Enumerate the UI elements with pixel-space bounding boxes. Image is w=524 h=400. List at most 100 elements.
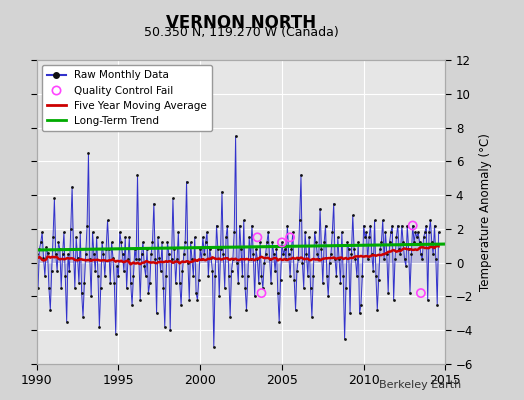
- Point: [244, 273, 252, 279]
- Point: [62, 318, 71, 325]
- Point: [85, 256, 94, 262]
- Point: [182, 178, 191, 185]
- Point: [67, 226, 75, 232]
- Point: [215, 293, 223, 300]
- Point: [433, 302, 441, 308]
- Point: [241, 285, 249, 291]
- Point: [403, 222, 411, 229]
- Point: [176, 280, 184, 286]
- Point: [226, 314, 234, 320]
- Point: [92, 234, 101, 240]
- Point: [369, 268, 377, 274]
- Point: [105, 246, 113, 252]
- Point: [419, 234, 428, 240]
- Point: [293, 268, 301, 274]
- Point: [106, 280, 114, 286]
- Point: [339, 273, 347, 279]
- Text: Berkeley Earth: Berkeley Earth: [379, 380, 461, 390]
- Point: [260, 260, 268, 266]
- Point: [331, 256, 339, 262]
- Point: [303, 273, 312, 279]
- Point: [425, 229, 433, 236]
- Point: [144, 290, 152, 296]
- Point: [302, 251, 311, 258]
- Point: [121, 234, 129, 240]
- Point: [91, 268, 100, 274]
- Point: [68, 184, 77, 190]
- Point: [60, 229, 68, 236]
- Point: [198, 256, 206, 262]
- Point: [305, 234, 313, 240]
- Point: [99, 251, 107, 258]
- Point: [173, 256, 181, 262]
- Point: [418, 256, 427, 262]
- Point: [117, 239, 125, 246]
- Point: [96, 285, 105, 291]
- Point: [391, 256, 399, 262]
- Point: [381, 229, 390, 236]
- Point: [219, 251, 227, 258]
- Point: [211, 273, 220, 279]
- Point: [259, 285, 267, 291]
- Point: [126, 280, 135, 286]
- Point: [132, 256, 140, 262]
- Point: [252, 246, 260, 252]
- Point: [368, 251, 376, 258]
- Point: [159, 285, 168, 291]
- Point: [94, 273, 102, 279]
- Point: [235, 222, 244, 229]
- Point: [193, 297, 202, 303]
- Point: [378, 217, 387, 224]
- Point: [337, 229, 346, 236]
- Point: [257, 290, 266, 296]
- Point: [398, 222, 406, 229]
- Point: [289, 229, 297, 236]
- Point: [154, 234, 162, 240]
- Point: [373, 307, 381, 313]
- Point: [362, 229, 370, 236]
- Point: [392, 234, 400, 240]
- Point: [343, 239, 352, 246]
- Point: [327, 251, 335, 258]
- Point: [82, 251, 90, 258]
- Point: [395, 246, 403, 252]
- Point: [308, 314, 316, 320]
- Point: [39, 254, 48, 261]
- Point: [323, 273, 331, 279]
- Point: [72, 234, 80, 240]
- Point: [267, 280, 275, 286]
- Point: [205, 246, 214, 252]
- Point: [271, 268, 279, 274]
- Point: [57, 285, 66, 291]
- Point: [396, 251, 405, 258]
- Point: [35, 246, 43, 252]
- Point: [167, 256, 176, 262]
- Point: [280, 246, 289, 252]
- Point: [409, 222, 417, 229]
- Point: [312, 239, 320, 246]
- Point: [118, 251, 127, 258]
- Point: [207, 254, 215, 261]
- Point: [201, 239, 210, 246]
- Point: [200, 251, 209, 258]
- Point: [191, 234, 199, 240]
- Point: [332, 273, 341, 279]
- Point: [98, 239, 106, 246]
- Point: [41, 273, 49, 279]
- Point: [53, 268, 61, 274]
- Point: [351, 256, 359, 262]
- Point: [199, 234, 207, 240]
- Point: [261, 251, 270, 258]
- Point: [279, 251, 288, 258]
- Point: [141, 273, 150, 279]
- Point: [103, 217, 112, 224]
- Point: [353, 273, 361, 279]
- Point: [140, 263, 148, 269]
- Point: [166, 327, 174, 334]
- Point: [125, 234, 134, 240]
- Point: [342, 285, 350, 291]
- Point: [263, 239, 271, 246]
- Point: [148, 239, 157, 246]
- Point: [223, 222, 232, 229]
- Point: [214, 246, 222, 252]
